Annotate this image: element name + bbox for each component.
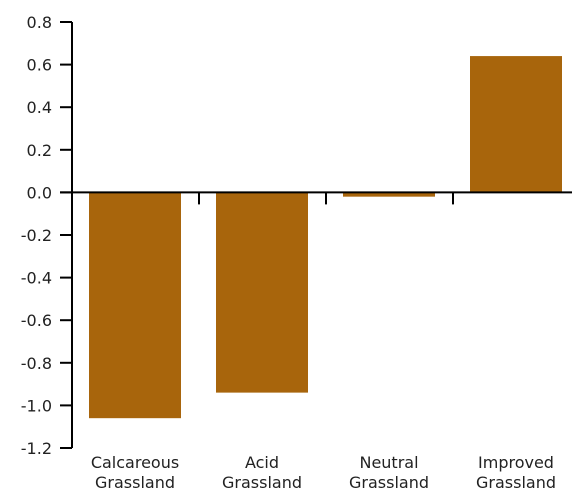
bar: [470, 56, 562, 193]
x-axis-ticks: [198, 192, 454, 205]
bar: [216, 192, 308, 393]
category-labels: Calcareous Grassland Acid Grassland Neutral G…: [91, 453, 556, 492]
y-axis-ticks: 0.8 0.6 0.4 0.2 0.0 -0.2 -0.4 -0.6 -0.8 -1.0 -1.2: [21, 13, 72, 458]
category-label: Improved Grassland: [476, 453, 556, 492]
y-tick-label: 0.4: [27, 98, 52, 117]
y-tick-label: 0.0: [27, 183, 52, 202]
category-label: Calcareous Grassland: [91, 453, 179, 492]
bar: [343, 192, 435, 197]
y-tick-label: -1.2: [21, 439, 52, 458]
y-tick-label: 0.2: [27, 141, 52, 160]
y-tick-label: -0.4: [21, 269, 52, 288]
y-tick-label: -0.6: [21, 311, 52, 330]
y-tick-label: -1.0: [21, 396, 52, 415]
category-label: Neutral Grassland: [349, 453, 429, 492]
bars: [89, 56, 562, 419]
y-tick-label: -0.2: [21, 226, 52, 245]
category-label: Acid Grassland: [222, 453, 302, 492]
y-tick-label: -0.8: [21, 354, 52, 373]
bar: [89, 192, 181, 419]
y-tick-label: 0.8: [27, 13, 52, 32]
y-tick-label: 0.6: [27, 56, 52, 75]
